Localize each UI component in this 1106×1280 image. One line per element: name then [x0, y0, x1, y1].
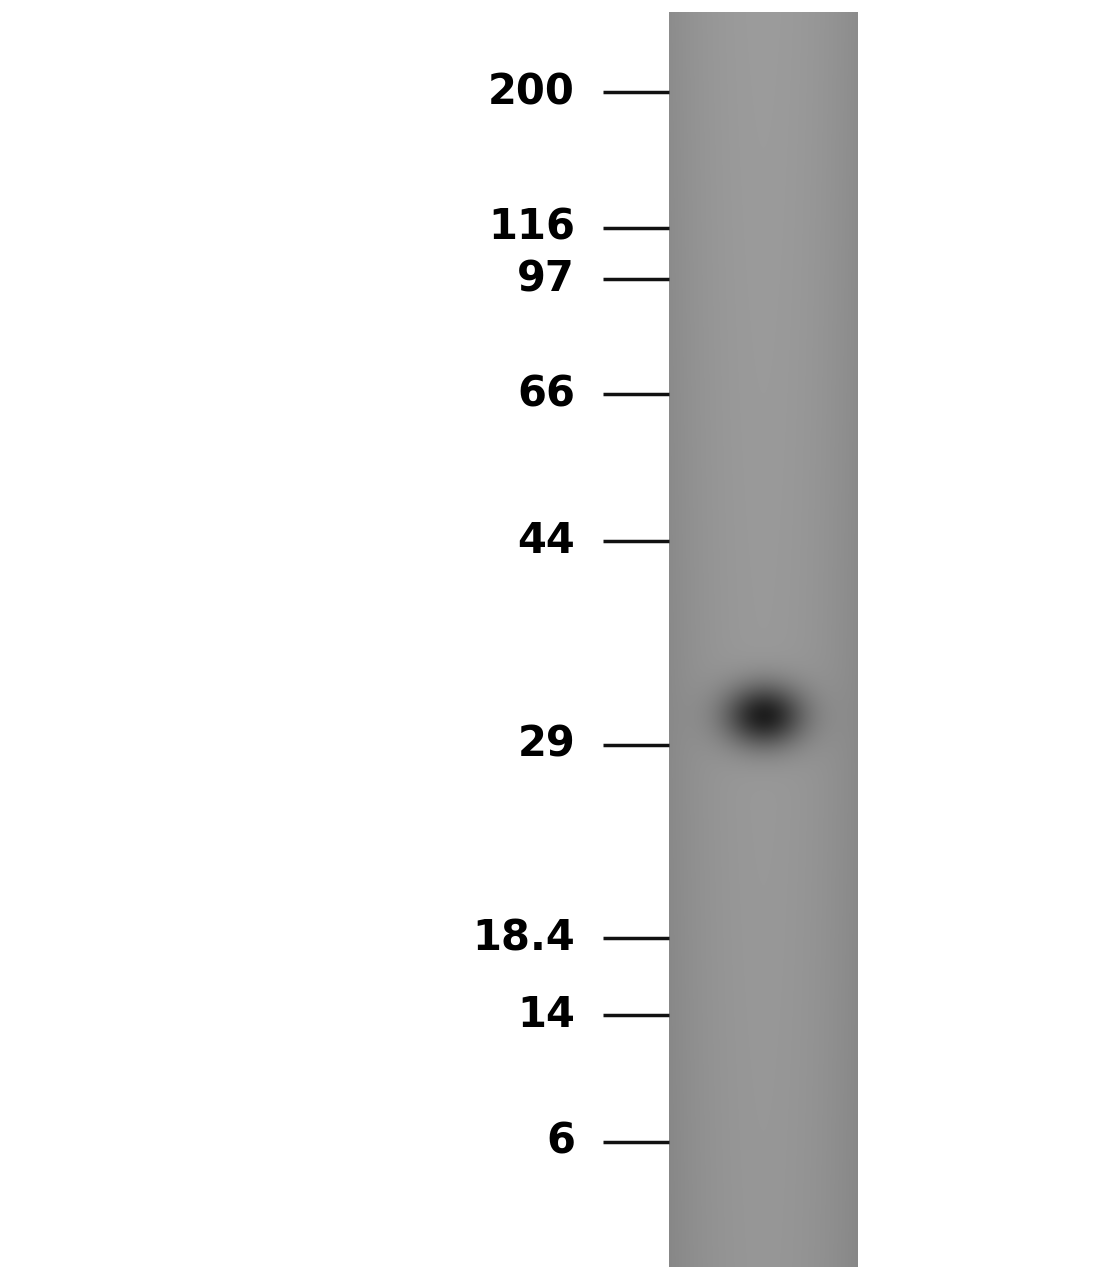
- Text: 6: 6: [546, 1121, 575, 1162]
- Text: 18.4: 18.4: [472, 918, 575, 959]
- Text: 66: 66: [518, 374, 575, 415]
- Text: 200: 200: [488, 72, 575, 113]
- Text: 44: 44: [518, 521, 575, 562]
- Text: 29: 29: [518, 724, 575, 765]
- Text: 116: 116: [488, 207, 575, 248]
- Text: 97: 97: [518, 259, 575, 300]
- Text: 14: 14: [518, 995, 575, 1036]
